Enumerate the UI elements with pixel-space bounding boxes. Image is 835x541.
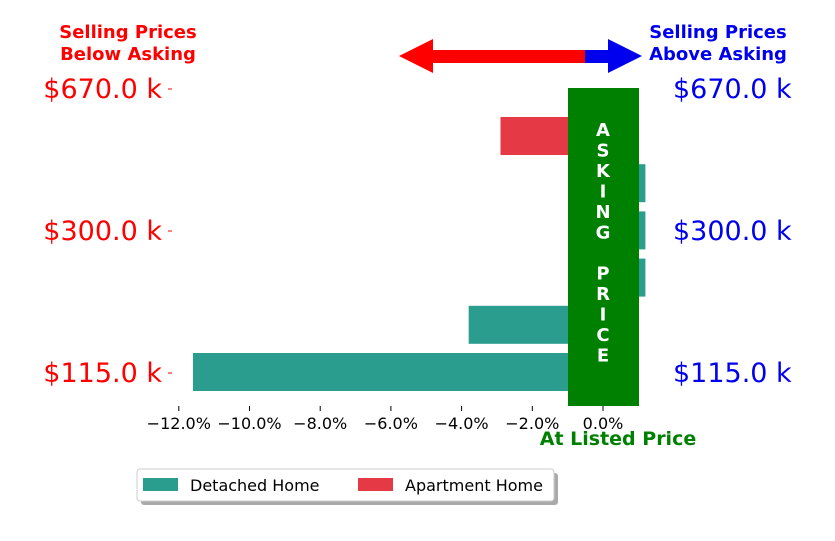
legend-label-apartment: Apartment Home bbox=[405, 476, 543, 495]
banner-letter: C bbox=[596, 325, 609, 346]
below-asking-header-line2: Below Asking bbox=[60, 44, 196, 65]
x-tick-label: 0.0% bbox=[583, 414, 624, 433]
banner-letter: N bbox=[595, 202, 610, 223]
legend-swatch-apartment bbox=[358, 478, 393, 491]
direction-arrow-icon bbox=[399, 39, 642, 73]
below-asking-header-line1: Selling Prices bbox=[59, 22, 196, 43]
banner-letter: R bbox=[596, 284, 610, 305]
legend-swatch-detached bbox=[143, 478, 178, 491]
price-label-left-bottom: $115.0 k bbox=[43, 358, 162, 389]
price-label-right-bottom: $115.0 k bbox=[673, 358, 792, 389]
legend-label-detached: Detached Home bbox=[190, 476, 320, 495]
x-tick-label: −4.0% bbox=[435, 414, 489, 433]
banner-letter: K bbox=[596, 161, 611, 182]
price-label-right-top: $670.0 k bbox=[673, 74, 792, 105]
above-asking-header-line2: Above Asking bbox=[649, 44, 787, 65]
x-tick-label: −2.0% bbox=[505, 414, 559, 433]
x-axis-label: At Listed Price bbox=[540, 428, 696, 450]
banner-letter: S bbox=[597, 141, 610, 162]
x-axis: −12.0% −10.0% −8.0% −6.0% −4.0% −2.0% 0.0% bbox=[147, 406, 624, 433]
x-tick-label: −6.0% bbox=[364, 414, 418, 433]
price-label-right-mid: $300.0 k bbox=[673, 216, 792, 247]
asking-price-banner bbox=[568, 88, 639, 406]
legend: Detached Home Apartment Home bbox=[136, 468, 558, 505]
banner-letter: P bbox=[596, 264, 609, 285]
x-tick-label: −8.0% bbox=[293, 414, 347, 433]
above-asking-header-line1: Selling Prices bbox=[649, 22, 786, 43]
x-tick-label: −12.0% bbox=[147, 414, 211, 433]
legend-box bbox=[136, 468, 555, 502]
banner-letter: E bbox=[597, 346, 609, 367]
banner-letter: A bbox=[596, 120, 610, 141]
price-label-left-top: $670.0 k bbox=[43, 74, 162, 105]
banner-letter: G bbox=[596, 223, 611, 244]
price-label-left-mid: $300.0 k bbox=[43, 216, 162, 247]
banner-letter: I bbox=[600, 305, 607, 326]
banner-letter: I bbox=[600, 182, 607, 203]
bar-detached-5 bbox=[192, 353, 603, 391]
x-tick-label: −10.0% bbox=[217, 414, 281, 433]
